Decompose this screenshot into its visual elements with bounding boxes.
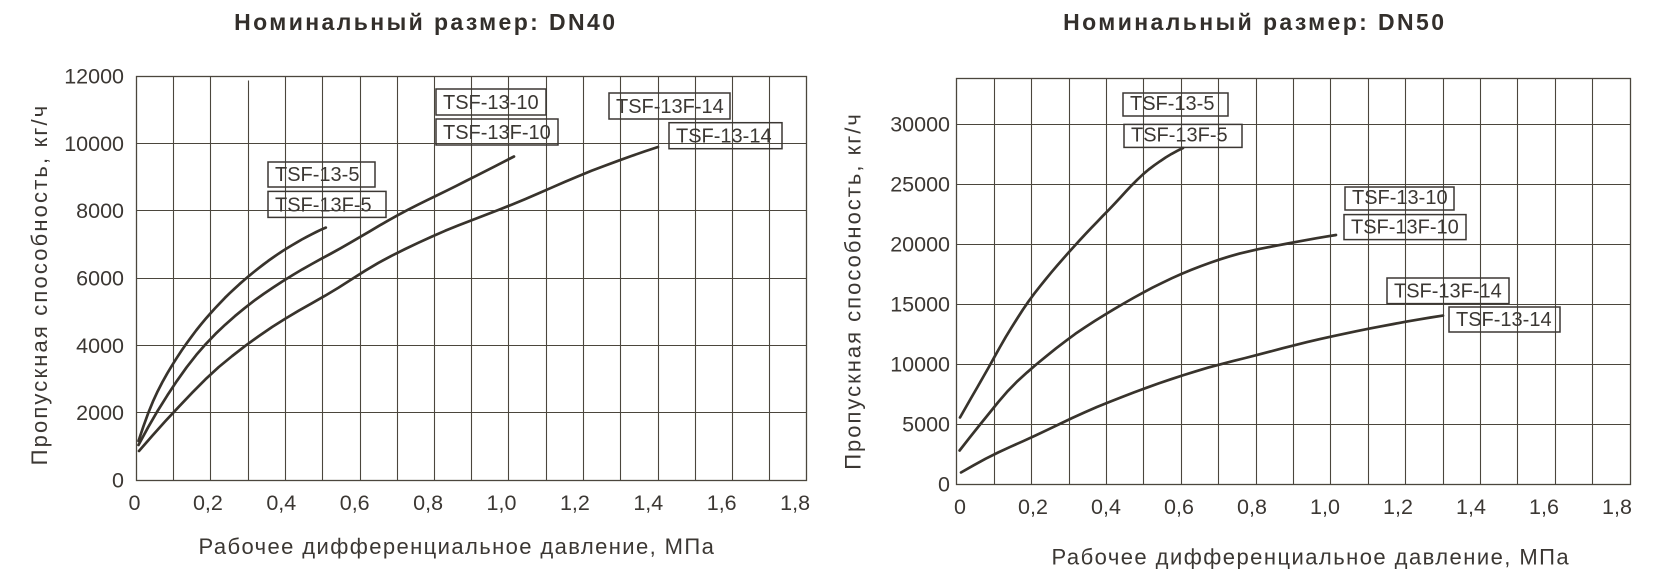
svg-text:15000: 15000 [890,293,950,317]
svg-text:10000: 10000 [64,132,124,156]
svg-text:10000: 10000 [890,353,950,377]
svg-text:Рабочее дифференциальное давле: Рабочее дифференциальное давление, МПа [199,534,716,559]
svg-text:Пропускная способность, кг/ч: Пропускная способность, кг/ч [841,112,866,470]
svg-text:0: 0 [129,491,141,515]
svg-text:12000: 12000 [64,65,124,89]
svg-text:0,8: 0,8 [413,491,443,515]
svg-text:TSF-13-5: TSF-13-5 [1130,93,1214,115]
svg-text:Номинальный размер: DN50: Номинальный размер: DN50 [1063,9,1446,35]
svg-text:TSF-13F-5: TSF-13F-5 [275,194,372,216]
svg-text:1,8: 1,8 [1602,495,1632,519]
svg-text:TSF-13F-10: TSF-13F-10 [1351,217,1459,239]
svg-text:1,0: 1,0 [1310,495,1340,519]
svg-text:4000: 4000 [76,334,124,358]
svg-text:TSF-13-14: TSF-13-14 [1456,309,1552,331]
svg-text:25000: 25000 [890,173,950,197]
svg-text:1,0: 1,0 [487,491,517,515]
svg-text:20000: 20000 [890,233,950,257]
svg-text:0,2: 0,2 [193,491,223,515]
svg-text:Пропускная способность, кг/ч: Пропускная способность, кг/ч [27,104,52,466]
svg-text:8000: 8000 [76,199,124,223]
svg-text:1,2: 1,2 [1383,495,1413,519]
svg-text:5000: 5000 [902,413,950,437]
svg-text:1,2: 1,2 [560,491,590,515]
svg-text:TSF-13F-14: TSF-13F-14 [616,96,724,118]
svg-text:0,4: 0,4 [1091,495,1121,519]
svg-text:0,2: 0,2 [1018,495,1048,519]
svg-text:0,8: 0,8 [1237,495,1267,519]
svg-text:1,8: 1,8 [780,491,810,515]
svg-text:0: 0 [112,469,124,493]
svg-text:0: 0 [938,473,950,497]
svg-text:TSF-13-5: TSF-13-5 [275,164,359,186]
svg-text:2000: 2000 [76,401,124,425]
svg-text:Рабочее дифференциальное давле: Рабочее дифференциальное давление, МПа [1052,545,1571,570]
svg-text:TSF-13F-14: TSF-13F-14 [1394,281,1502,303]
svg-text:TSF-13F-5: TSF-13F-5 [1131,124,1228,146]
svg-text:0,6: 0,6 [1164,495,1194,519]
svg-text:1,6: 1,6 [707,491,737,515]
svg-text:TSF-13-10: TSF-13-10 [1352,187,1448,209]
svg-text:TSF-13F-10: TSF-13F-10 [443,122,551,144]
svg-text:0,4: 0,4 [266,491,296,515]
svg-text:1,4: 1,4 [633,491,663,515]
svg-text:TSF-13-14: TSF-13-14 [676,126,772,148]
svg-text:1,4: 1,4 [1456,495,1486,519]
svg-text:0,6: 0,6 [340,491,370,515]
svg-text:TSF-13-10: TSF-13-10 [443,92,539,114]
svg-text:1,6: 1,6 [1529,495,1559,519]
svg-text:0: 0 [954,495,966,519]
svg-text:Номинальный размер: DN40: Номинальный размер: DN40 [234,9,617,35]
svg-text:6000: 6000 [76,267,124,291]
svg-text:30000: 30000 [890,113,950,137]
